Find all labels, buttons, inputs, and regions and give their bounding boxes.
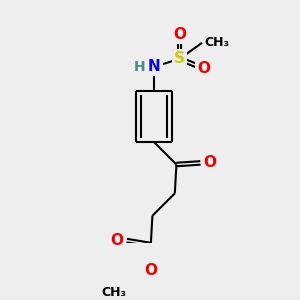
Text: O: O	[144, 263, 157, 278]
Text: O: O	[197, 61, 210, 76]
Text: CH₃: CH₃	[101, 286, 127, 299]
Text: S: S	[174, 51, 185, 66]
Text: H: H	[134, 60, 146, 74]
Text: O: O	[111, 233, 124, 248]
Text: O: O	[204, 155, 217, 170]
Text: N: N	[148, 59, 160, 74]
Text: O: O	[173, 27, 186, 42]
Text: CH₃: CH₃	[204, 36, 229, 49]
